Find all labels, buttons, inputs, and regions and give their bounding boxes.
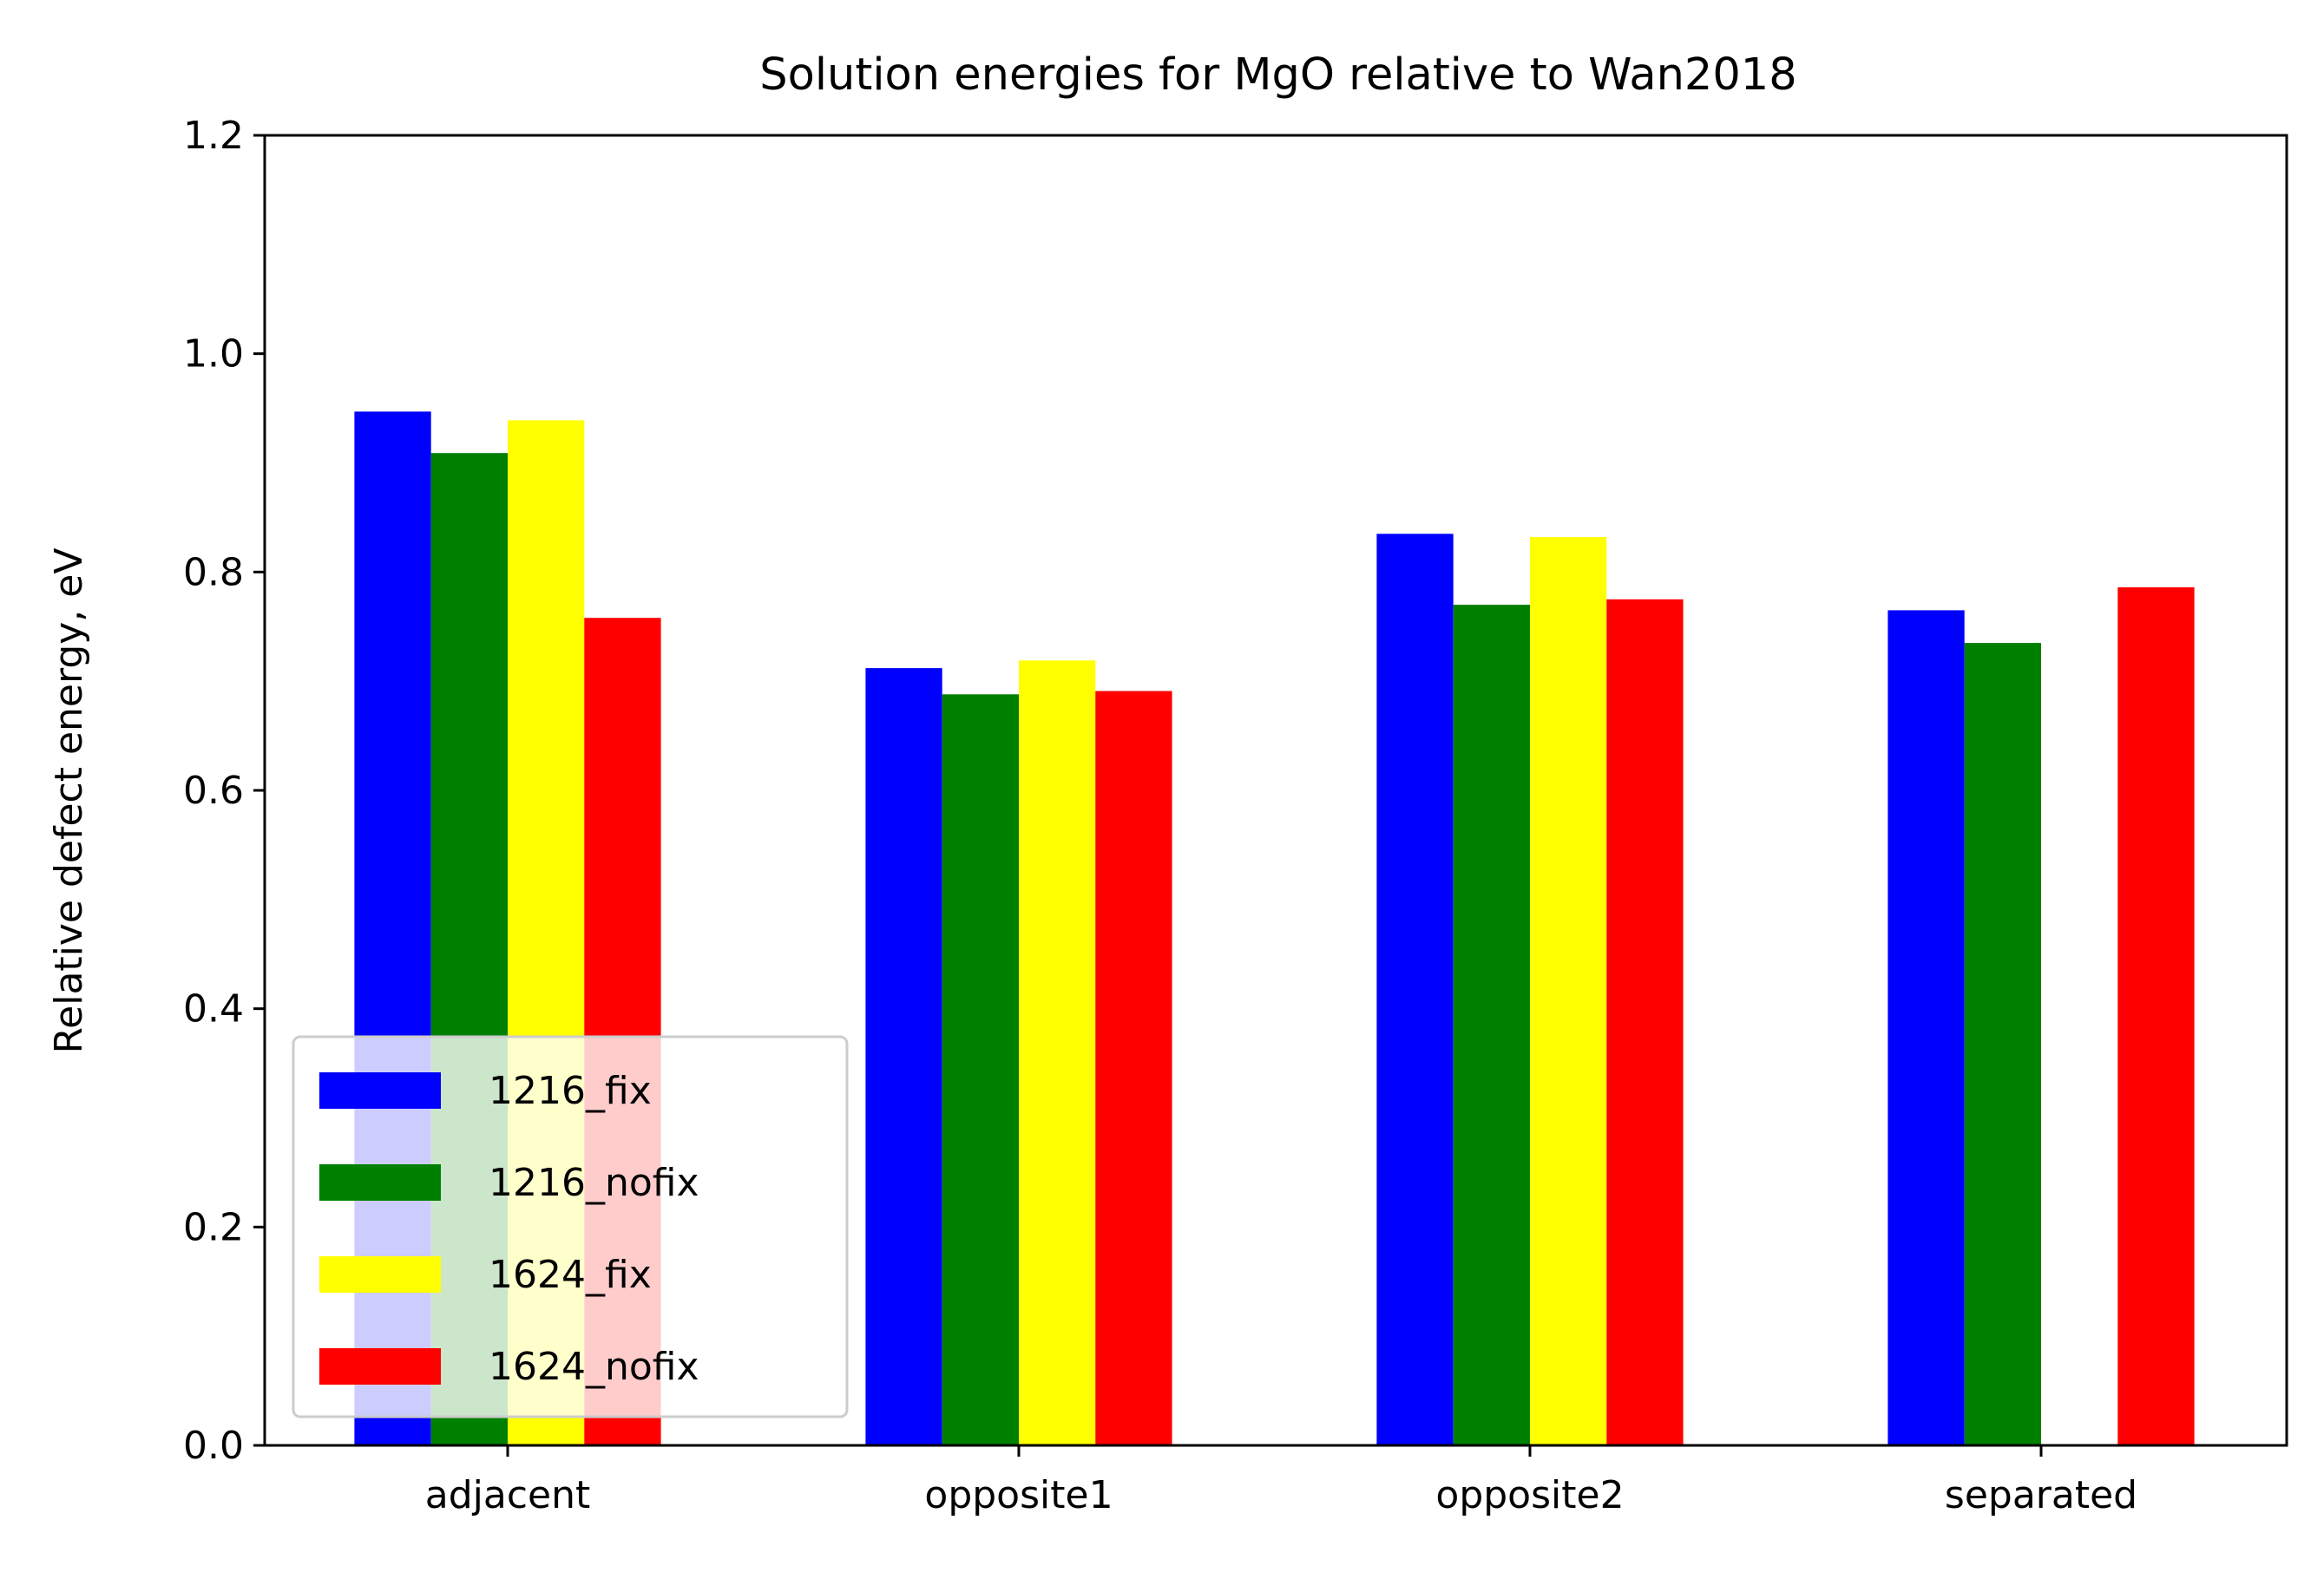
bar-1624_nofix-separated bbox=[2117, 586, 2195, 1445]
legend-label-1216_nofix: 1216_nofix bbox=[489, 1161, 699, 1205]
y-tick-label: 1.2 bbox=[183, 114, 244, 158]
bar-1624_fix-opposite2 bbox=[1530, 537, 1607, 1445]
axes-layer: 0.0 0.2 0.4 0.6 0.8 1.0 1.2 adjacent opposite1 op… bbox=[183, 114, 2288, 1517]
legend-label-1216_fix: 1216_fix bbox=[489, 1069, 652, 1113]
y-tick-label: 0.0 bbox=[183, 1424, 244, 1468]
x-tick-label: adjacent bbox=[425, 1473, 590, 1517]
x-tick-label: opposite1 bbox=[924, 1473, 1113, 1517]
legend-swatch-1216_fix bbox=[319, 1072, 441, 1109]
bar-1216_nofix-separated bbox=[1964, 643, 2041, 1445]
legend-swatch-1624_fix bbox=[319, 1256, 441, 1293]
legend-swatch-1216_nofix bbox=[319, 1164, 441, 1201]
y-tick-label: 1.0 bbox=[183, 332, 244, 377]
legend-box bbox=[292, 1035, 849, 1418]
bar-1216_nofix-opposite1 bbox=[942, 694, 1019, 1445]
bar-1216_fix-opposite1 bbox=[865, 668, 942, 1445]
bar-1216_fix-opposite2 bbox=[1376, 534, 1454, 1445]
y-tick-label: 0.2 bbox=[183, 1205, 244, 1249]
bar-1216_fix-separated bbox=[1887, 610, 1965, 1445]
bar-1216_nofix-opposite2 bbox=[1453, 605, 1530, 1445]
y-tick-label: 0.4 bbox=[183, 987, 244, 1032]
chart-title: Solution energies for MgO relative to Wa… bbox=[759, 49, 1796, 101]
legend: 1216_fix 1216_nofix 1624_fix 1624_nofix bbox=[292, 1035, 849, 1418]
y-axis-label: Relative defect energy, eV bbox=[47, 548, 91, 1054]
x-tick-label: opposite2 bbox=[1435, 1473, 1624, 1517]
bar-1624_fix-opposite1 bbox=[1019, 660, 1096, 1445]
bar-1624_nofix-opposite1 bbox=[1095, 691, 1172, 1445]
legend-swatch-1624_nofix bbox=[319, 1348, 441, 1385]
y-tick-label: 0.8 bbox=[183, 550, 244, 594]
x-tick-label: separated bbox=[1945, 1473, 2137, 1517]
bar-1624_nofix-opposite2 bbox=[1606, 599, 1684, 1445]
y-tick-label: 0.6 bbox=[183, 769, 244, 813]
legend-label-1624_nofix: 1624_nofix bbox=[489, 1345, 699, 1389]
legend-label-1624_fix: 1624_fix bbox=[489, 1253, 652, 1297]
